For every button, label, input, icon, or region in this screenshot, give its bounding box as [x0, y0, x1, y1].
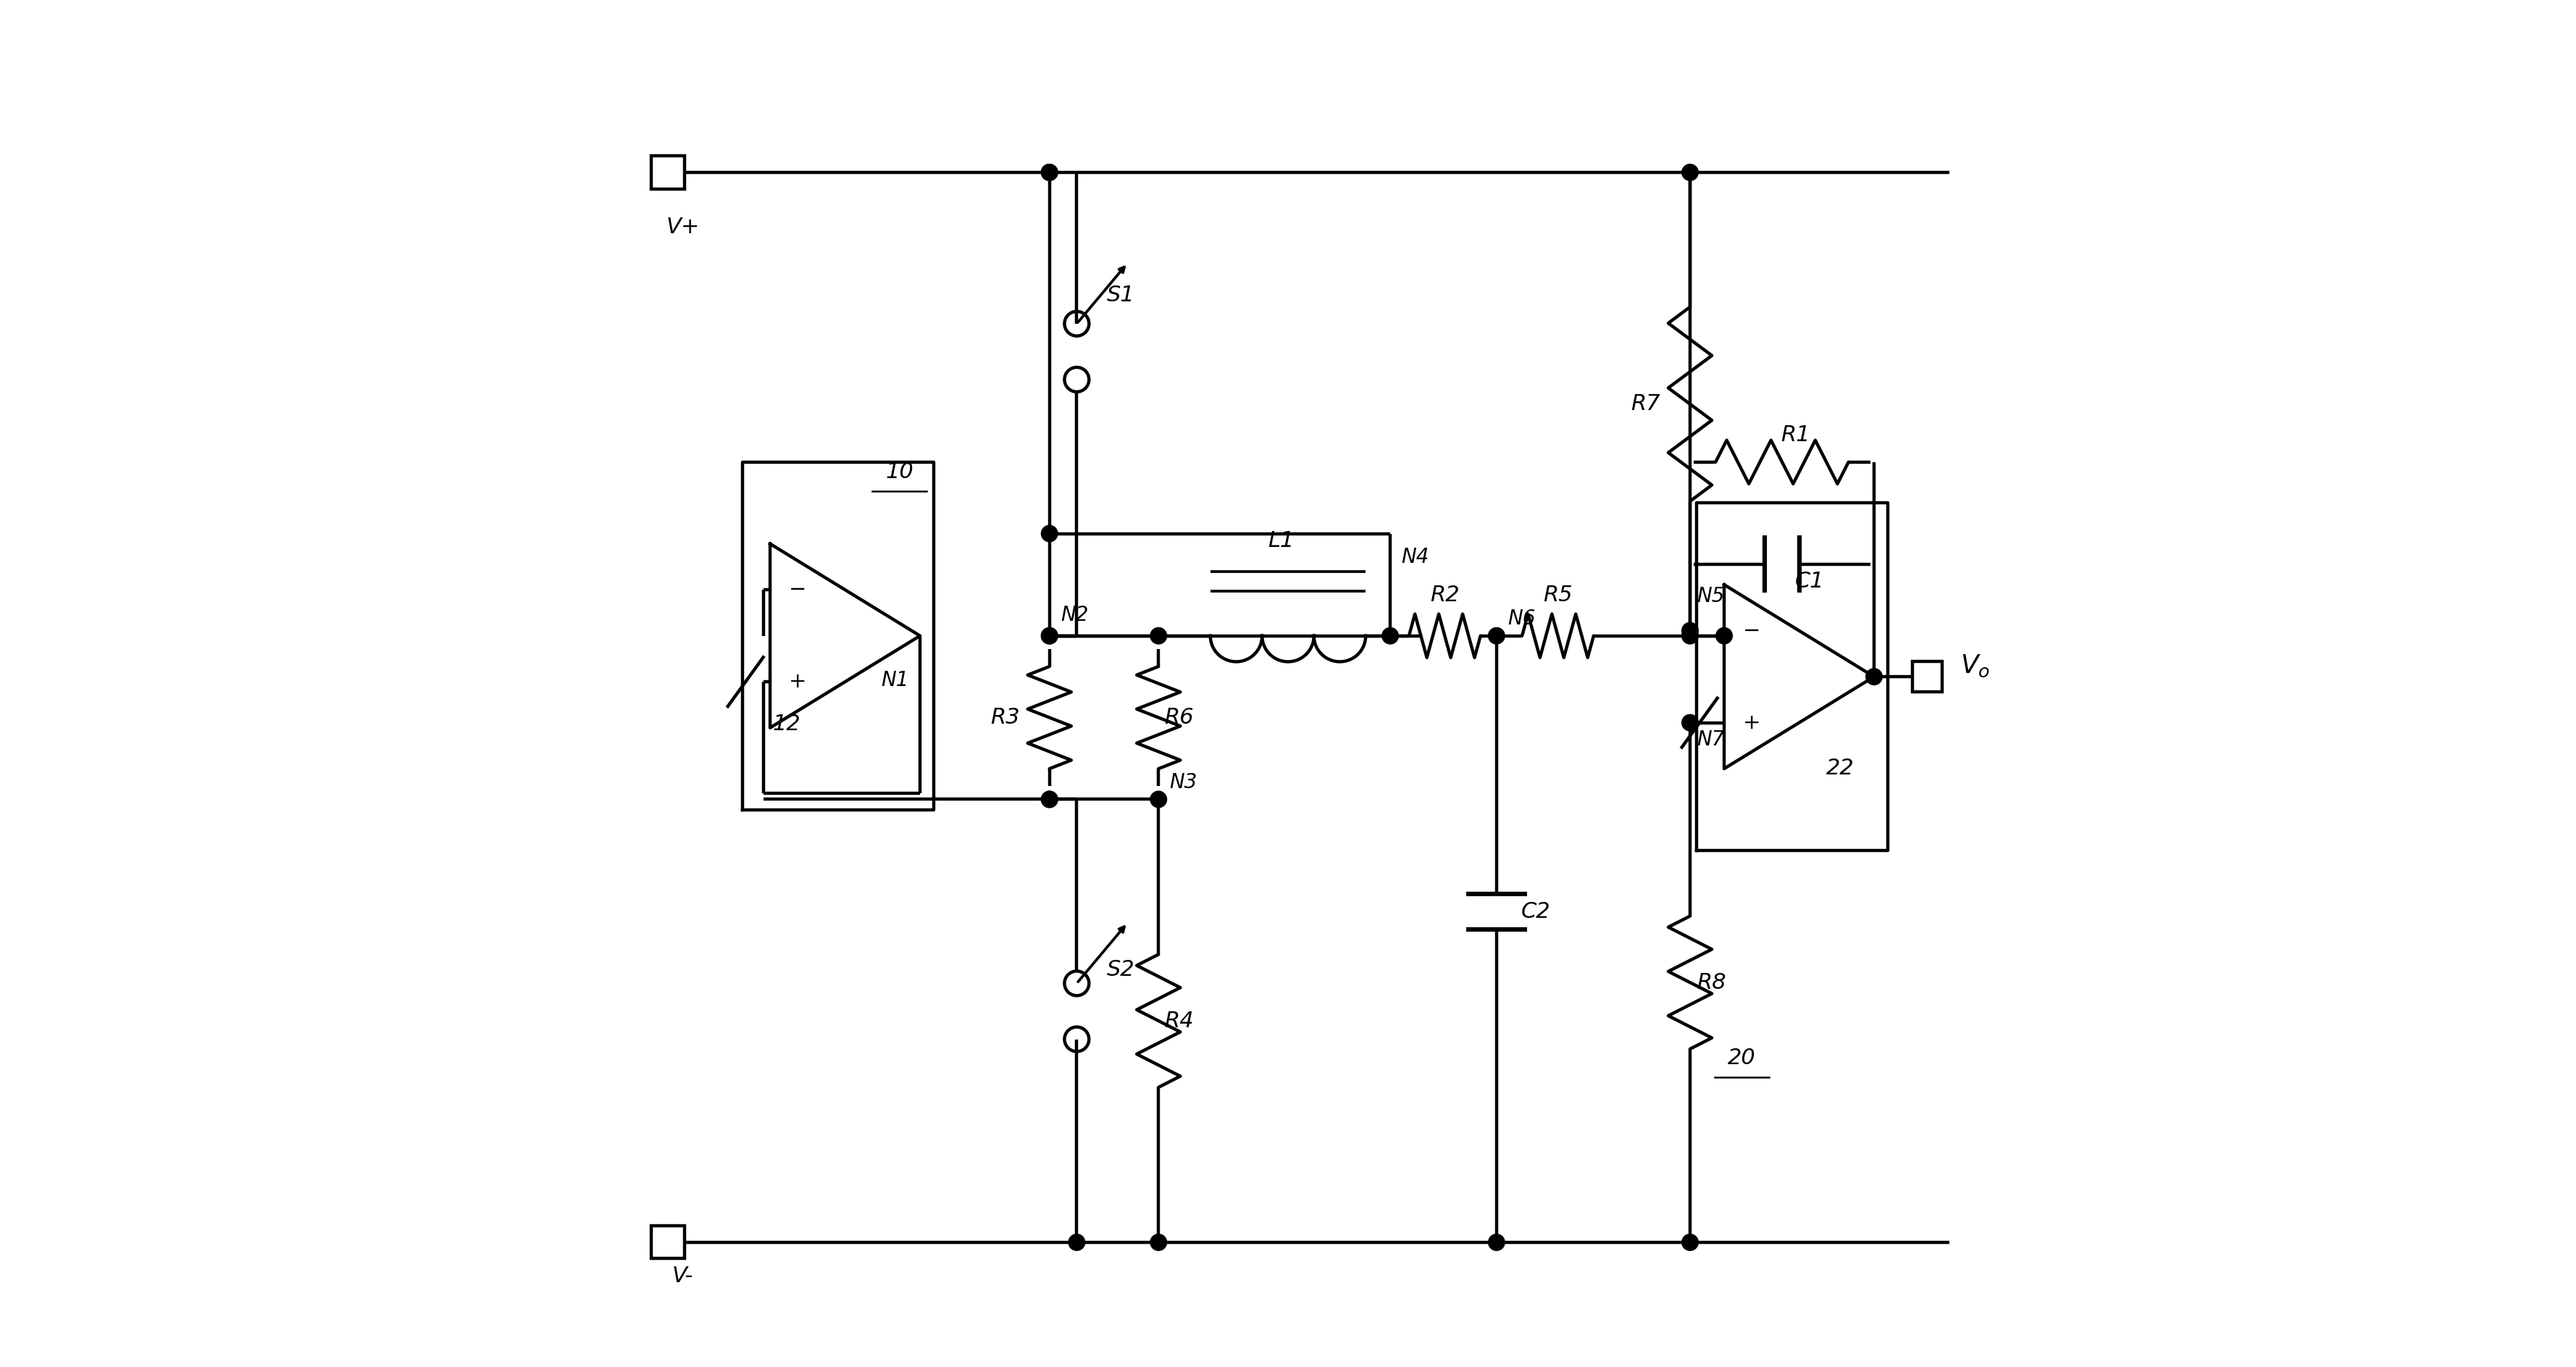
Text: $V_o$: $V_o$	[1960, 653, 1989, 678]
Circle shape	[1041, 164, 1059, 180]
Circle shape	[1716, 627, 1731, 644]
Text: L1: L1	[1267, 530, 1293, 551]
Circle shape	[1041, 627, 1059, 644]
Circle shape	[1682, 627, 1698, 644]
Circle shape	[1682, 715, 1698, 731]
Text: N7: N7	[1698, 730, 1726, 749]
Circle shape	[1151, 1234, 1167, 1251]
Circle shape	[1151, 627, 1167, 644]
Bar	[1911, 662, 1942, 692]
Circle shape	[1682, 1234, 1698, 1251]
Circle shape	[1041, 627, 1059, 644]
Circle shape	[1682, 164, 1698, 180]
Bar	[652, 1226, 685, 1259]
Text: 20: 20	[1728, 1048, 1757, 1069]
Text: C2: C2	[1520, 901, 1551, 923]
Circle shape	[1041, 525, 1059, 541]
Text: R5: R5	[1543, 585, 1571, 606]
Circle shape	[1041, 164, 1059, 180]
Text: V+: V+	[667, 216, 701, 238]
Circle shape	[1383, 627, 1399, 644]
Text: R4: R4	[1164, 1010, 1193, 1031]
Text: 10: 10	[886, 462, 914, 483]
Text: S1: S1	[1108, 284, 1136, 306]
Text: S2: S2	[1108, 960, 1136, 980]
Text: R7: R7	[1631, 394, 1659, 414]
Circle shape	[1489, 1234, 1504, 1251]
Circle shape	[1069, 1234, 1084, 1251]
Circle shape	[1041, 791, 1059, 808]
Text: R3: R3	[989, 707, 1020, 729]
Text: N1: N1	[881, 670, 909, 690]
Text: R8: R8	[1698, 972, 1726, 992]
Text: 22: 22	[1826, 757, 1855, 779]
Text: −: −	[788, 580, 806, 600]
Text: N4: N4	[1401, 547, 1430, 567]
Text: C1: C1	[1795, 571, 1824, 592]
Text: R1: R1	[1780, 425, 1811, 446]
Text: N2: N2	[1061, 604, 1087, 625]
Circle shape	[1682, 622, 1698, 638]
Circle shape	[1865, 668, 1883, 685]
Text: V-: V-	[672, 1266, 693, 1286]
Circle shape	[1151, 791, 1167, 808]
Text: N6: N6	[1507, 608, 1535, 629]
Bar	[652, 156, 685, 189]
Text: N5: N5	[1698, 586, 1726, 606]
Text: +: +	[788, 671, 806, 692]
Text: N3: N3	[1170, 772, 1198, 793]
Circle shape	[1041, 791, 1059, 808]
Circle shape	[1489, 627, 1504, 644]
Text: 12: 12	[773, 714, 801, 735]
Text: R6: R6	[1164, 707, 1193, 729]
Text: −: −	[1741, 621, 1759, 641]
Text: R2: R2	[1430, 585, 1461, 606]
Text: +: +	[1741, 712, 1759, 733]
